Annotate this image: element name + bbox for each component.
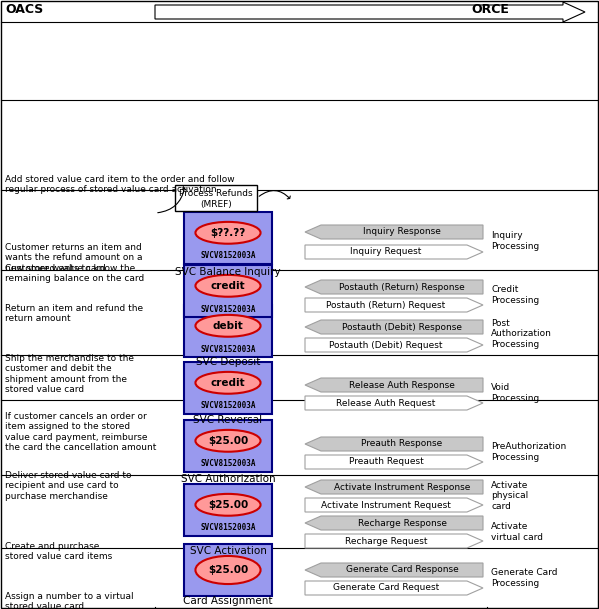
Text: SVCV8152003A: SVCV8152003A (200, 401, 256, 410)
Ellipse shape (195, 430, 261, 452)
Text: (MREF): (MREF) (200, 200, 232, 208)
Text: Recharge Request: Recharge Request (345, 537, 427, 546)
Bar (184, 305, 272, 357)
Bar (184, 544, 272, 596)
Polygon shape (305, 563, 483, 577)
Ellipse shape (195, 315, 261, 337)
Text: Generate Card Request: Generate Card Request (333, 583, 439, 593)
Text: $25.00: $25.00 (208, 436, 248, 446)
Polygon shape (305, 378, 483, 392)
Polygon shape (305, 516, 483, 530)
Bar (184, 265, 272, 317)
Polygon shape (305, 298, 483, 312)
Text: Postauth (Debit) Response: Postauth (Debit) Response (342, 323, 462, 331)
Text: $25.00: $25.00 (208, 565, 248, 575)
Text: Activate
virtual card: Activate virtual card (491, 523, 543, 541)
Text: credit: credit (211, 378, 246, 388)
Text: Activate Instrument Request: Activate Instrument Request (321, 501, 451, 510)
Text: Inquiry Request: Inquiry Request (350, 247, 422, 256)
Text: $25.00: $25.00 (208, 500, 248, 510)
Text: OACS: OACS (5, 3, 43, 16)
Text: SVC Activation: SVC Activation (189, 546, 267, 556)
Text: Activate
physical
card: Activate physical card (491, 481, 528, 511)
Text: SVCV8152003A: SVCV8152003A (200, 460, 256, 468)
Ellipse shape (195, 494, 261, 516)
Polygon shape (305, 480, 483, 494)
Text: Release Auth Response: Release Auth Response (349, 381, 455, 390)
Text: Postauth (Return) Response: Postauth (Return) Response (339, 283, 465, 292)
Ellipse shape (195, 556, 261, 584)
Polygon shape (305, 437, 483, 451)
Text: Inquiry
Processing: Inquiry Processing (491, 231, 539, 251)
Text: SVCV8152003A: SVCV8152003A (200, 345, 256, 353)
Polygon shape (305, 320, 483, 334)
Text: Return an item and refund the
return amount: Return an item and refund the return amo… (5, 304, 143, 323)
Bar (175, 185, 257, 211)
Bar (184, 420, 272, 472)
Polygon shape (305, 498, 483, 512)
Text: credit: credit (211, 281, 246, 291)
Text: Recharge Response: Recharge Response (358, 518, 446, 527)
Polygon shape (305, 534, 483, 548)
Polygon shape (305, 280, 483, 294)
Text: debit: debit (213, 321, 243, 331)
Text: Card Assignment: Card Assignment (183, 596, 273, 606)
Text: Ship the merchandise to the
customer and debit the
shipment amount from the
stor: Ship the merchandise to the customer and… (5, 354, 134, 394)
Polygon shape (305, 338, 483, 352)
Text: SVCV8152003A: SVCV8152003A (200, 304, 256, 314)
Text: SVC Deposit: SVC Deposit (196, 357, 260, 367)
Text: Release Auth Request: Release Auth Request (336, 398, 435, 407)
Text: SVC Authorization: SVC Authorization (181, 474, 276, 484)
Ellipse shape (195, 372, 261, 394)
Text: Activate Instrument Response: Activate Instrument Response (334, 482, 470, 491)
Text: Add stored value card item to the order and follow
regular process of stored val: Add stored value card item to the order … (5, 175, 235, 194)
Text: Post
Authorization
Processing: Post Authorization Processing (491, 319, 552, 349)
Text: Inquiry Response: Inquiry Response (363, 228, 441, 236)
Text: Create and purchase
stored value card items: Create and purchase stored value card it… (5, 542, 112, 561)
Text: SVC Balance Inquiry: SVC Balance Inquiry (175, 267, 281, 277)
Text: Customer returns an item and
wants the refund amount on a
new stored value card.: Customer returns an item and wants the r… (5, 243, 143, 273)
Polygon shape (305, 581, 483, 595)
Text: Customer wants to know the
remaining balance on the card: Customer wants to know the remaining bal… (5, 264, 144, 283)
Text: SVCV8152003A: SVCV8152003A (200, 252, 256, 261)
Text: Generate Card
Processing: Generate Card Processing (491, 568, 558, 588)
Text: PreAuthorization
Processing: PreAuthorization Processing (491, 442, 566, 462)
Text: Preauth Request: Preauth Request (349, 457, 423, 466)
Text: ORCE: ORCE (471, 3, 509, 16)
Text: Void
Processing: Void Processing (491, 383, 539, 403)
Text: Deliver stored value card to
recipient and use card to
purchase merchandise: Deliver stored value card to recipient a… (5, 471, 132, 501)
FancyArrow shape (155, 2, 585, 22)
Text: $??.??: $??.?? (210, 228, 246, 238)
Text: Preauth Response: Preauth Response (361, 440, 443, 448)
Text: Assign a number to a virtual
stored value card: Assign a number to a virtual stored valu… (5, 592, 134, 609)
Polygon shape (305, 245, 483, 259)
Ellipse shape (195, 222, 261, 244)
Text: SVC Reversal: SVC Reversal (193, 415, 262, 425)
Bar (184, 362, 272, 414)
Bar (184, 212, 272, 264)
Text: Process Refunds: Process Refunds (179, 189, 253, 197)
Text: Credit
Processing: Credit Processing (491, 285, 539, 304)
Text: Generate Card Response: Generate Card Response (346, 566, 458, 574)
Polygon shape (305, 225, 483, 239)
Polygon shape (305, 455, 483, 469)
Text: Postauth (Return) Request: Postauth (Return) Request (326, 300, 446, 309)
Text: SVCV8152003A: SVCV8152003A (200, 524, 256, 532)
Text: If customer cancels an order or
item assigned to the stored
value card payment, : If customer cancels an order or item ass… (5, 412, 156, 452)
Ellipse shape (195, 275, 261, 297)
Polygon shape (305, 396, 483, 410)
Bar (184, 484, 272, 536)
Text: Postauth (Debit) Request: Postauth (Debit) Request (329, 340, 443, 350)
